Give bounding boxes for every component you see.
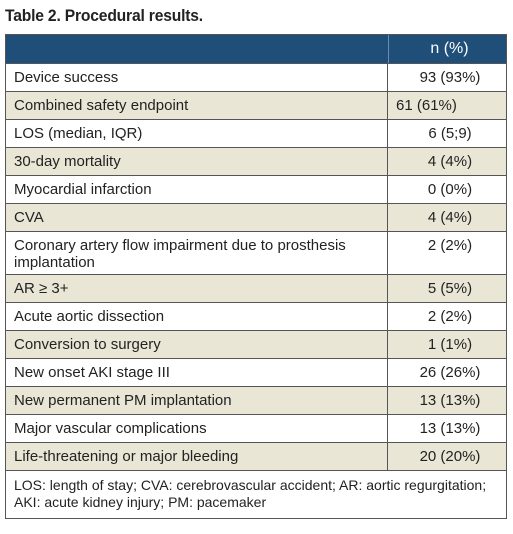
row-value: 13 (13%) — [419, 392, 481, 409]
row-value: 4 (4%) — [427, 153, 473, 170]
table-footnote: LOS: length of stay; CVA: cerebrovascula… — [14, 477, 487, 510]
row-value: 6 (5;9) — [428, 125, 472, 142]
table-header: n (%) — [6, 35, 506, 64]
table-row: Conversion to surgery 1 (1%) — [6, 331, 506, 359]
row-value: 1 (1%) — [427, 336, 473, 353]
table-row: Major vascular complications 13 (13%) — [6, 415, 506, 443]
table-row: New onset AKI stage III 26 (26%) — [6, 359, 506, 387]
table-row: New permanent PM implantation 13 (13%) — [6, 387, 506, 415]
row-label: Device success — [6, 64, 388, 91]
table-row: AR ≥ 3+ 5 (5%) — [6, 275, 506, 303]
row-label: Conversion to surgery — [6, 331, 388, 358]
row-label: Coronary artery flow impairment due to p… — [6, 232, 388, 274]
row-value: 0 (0%) — [427, 181, 473, 198]
row-value: 4 (4%) — [427, 209, 473, 226]
table-row: LOS (median, IQR) 6 (5;9) — [6, 120, 506, 148]
table-row: Device success 93 (93%) — [6, 64, 506, 92]
row-value: 2 (2%) — [427, 308, 473, 325]
table-row: Coronary artery flow impairment due to p… — [6, 232, 506, 275]
row-label: Combined safety endpoint — [6, 92, 388, 119]
row-label: Acute aortic dissection — [6, 303, 388, 330]
row-label: Life-threatening or major bleeding — [6, 443, 388, 470]
table-row: Myocardial infarction 0 (0%) — [6, 176, 506, 204]
row-value: 61 (61%) — [396, 97, 457, 114]
row-value: 93 (93%) — [419, 69, 481, 86]
row-label: CVA — [6, 204, 388, 231]
header-n-percent: n (%) — [430, 40, 469, 57]
header-label-cell — [6, 35, 389, 63]
row-value: 2 (2%) — [427, 237, 473, 254]
row-label: New permanent PM implantation — [6, 387, 388, 414]
row-label: LOS (median, IQR) — [6, 120, 388, 147]
table-row: 30-day mortality 4 (4%) — [6, 148, 506, 176]
results-table: n (%) Device success 93 (93%) Combined s… — [5, 34, 507, 519]
row-label: New onset AKI stage III — [6, 359, 388, 386]
table-title: Table 2. Procedural results. — [5, 6, 203, 25]
row-value: 20 (20%) — [419, 448, 481, 465]
table-row: Combined safety endpoint 61 (61%) — [6, 92, 506, 120]
table-row: Acute aortic dissection 2 (2%) — [6, 303, 506, 331]
row-value: 26 (26%) — [419, 364, 481, 381]
row-label: Myocardial infarction — [6, 176, 388, 203]
row-value: 13 (13%) — [419, 420, 481, 437]
row-label: 30-day mortality — [6, 148, 388, 175]
row-label: AR ≥ 3+ — [6, 275, 388, 302]
row-label: Major vascular complications — [6, 415, 388, 442]
table-row: Life-threatening or major bleeding 20 (2… — [6, 443, 506, 471]
table-row: CVA 4 (4%) — [6, 204, 506, 232]
row-value: 5 (5%) — [427, 280, 473, 297]
